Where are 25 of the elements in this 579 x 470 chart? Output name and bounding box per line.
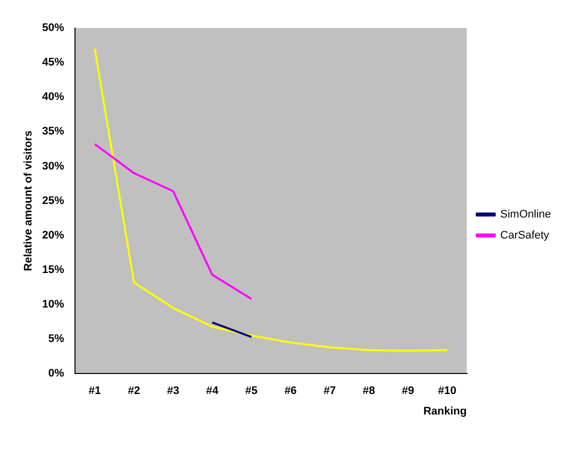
- y-tick-label: 5%: [48, 333, 64, 346]
- x-tick-label: #7: [324, 385, 336, 398]
- x-tick-label: #4: [206, 385, 220, 398]
- x-tick-label: #2: [128, 385, 140, 398]
- x-tick-label: #3: [166, 385, 180, 398]
- legend-label: CarSafety: [500, 230, 550, 242]
- x-tick-label: #5: [245, 385, 258, 398]
- y-tick-label: 15%: [42, 264, 64, 276]
- y-tick-label: 30%: [42, 160, 64, 172]
- y-tick-label: 20%: [42, 229, 64, 242]
- y-axis-title: Relative amount of visitors: [22, 130, 35, 272]
- x-tick-label: #10: [438, 385, 456, 398]
- y-tick-label: 45%: [42, 56, 64, 69]
- y-tick-label: 35%: [42, 126, 64, 138]
- x-tick-label: #9: [402, 385, 414, 398]
- y-tick-label: 40%: [42, 91, 64, 104]
- y-tick-label: 10%: [42, 298, 64, 311]
- x-tick-label: #8: [362, 385, 375, 398]
- y-tick-label: 50%: [42, 22, 64, 34]
- y-tick-label: 25%: [42, 194, 64, 207]
- y-tick-label: 0%: [48, 368, 64, 380]
- x-axis-title: Ranking: [423, 405, 467, 418]
- x-tick-label: #6: [284, 385, 297, 398]
- x-tick-label: #1: [88, 385, 101, 398]
- legend-label: SimOnline: [500, 208, 552, 221]
